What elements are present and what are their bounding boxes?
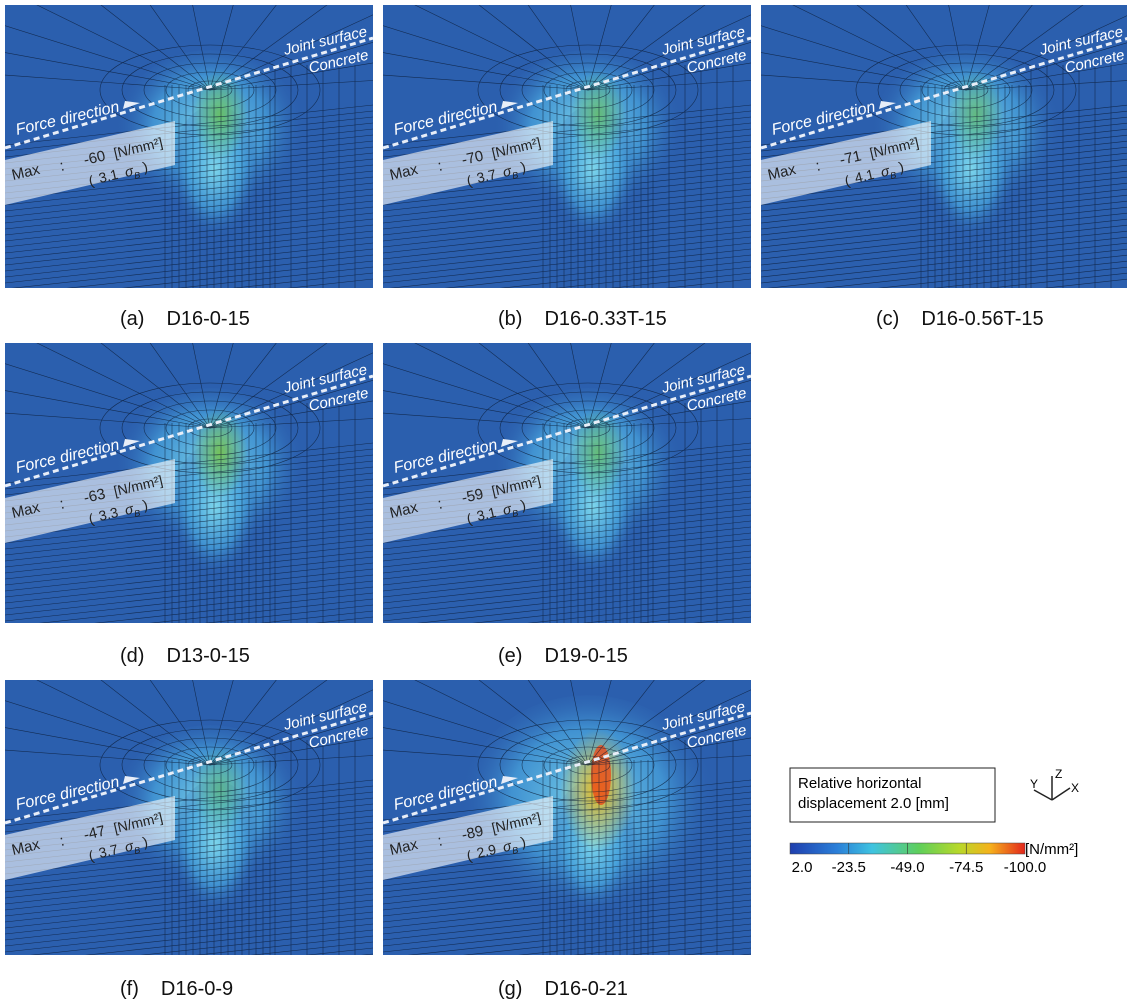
caption-name: D13-0-15 [166, 645, 249, 667]
caption-label: (c) [876, 308, 899, 330]
contour-panel: Joint surfaceConcreteForce directionMax:… [5, 343, 373, 623]
legend-text: displacement 2.0 [mm] [798, 795, 949, 812]
figure: Relative horizontal displacement 2.0 [mm… [0, 0, 1127, 1005]
caption-name: D16-0-15 [166, 308, 249, 330]
axis-label: Z [1055, 767, 1062, 781]
caption: (g) D16-0-21 [498, 978, 628, 1001]
axis-triad [1034, 776, 1070, 800]
caption: (a) D16-0-15 [120, 308, 250, 331]
contour-panel: Joint surfaceConcreteForce directionMax:… [383, 680, 751, 955]
caption-name: D16-0.33T-15 [544, 308, 666, 330]
caption: (f) D16-0-9 [120, 978, 233, 1001]
contour-panel: Joint surfaceConcreteForce directionMax:… [383, 343, 751, 623]
caption-name: D16-0-21 [544, 978, 627, 1000]
caption: (b) D16-0.33T-15 [498, 308, 667, 331]
caption-name: D19-0-15 [544, 645, 627, 667]
caption: (d) D13-0-15 [120, 645, 250, 668]
caption-label: (f) [120, 978, 139, 1000]
caption-label: (d) [120, 645, 144, 667]
colorbar-tick-label: -23.5 [832, 859, 866, 876]
caption-label: (g) [498, 978, 522, 1000]
caption-label: (e) [498, 645, 522, 667]
caption-name: D16-0.56T-15 [921, 308, 1043, 330]
colorbar-tick-label: -49.0 [890, 859, 924, 876]
caption: (c) D16-0.56T-15 [876, 308, 1044, 331]
stress-hotspot [591, 745, 611, 805]
axis-label: X [1071, 781, 1079, 795]
caption-label: (b) [498, 308, 522, 330]
colorbar-tick-label: -100.0 [1004, 859, 1047, 876]
contour-panel: Joint surfaceConcreteForce directionMax:… [761, 5, 1127, 288]
caption-label: (a) [120, 308, 144, 330]
caption: (e) D19-0-15 [498, 645, 628, 668]
colorbar-tick-label: 2.0 [792, 859, 813, 876]
legend-text: Relative horizontal [798, 775, 921, 792]
contour-panel: Joint surfaceConcreteForce directionMax:… [5, 5, 373, 288]
caption-name: D16-0-9 [161, 978, 233, 1000]
colorbar-tick-label: -74.5 [949, 859, 983, 876]
colorbar-unit: [N/mm²] [1025, 841, 1078, 858]
axis-label: Y [1030, 777, 1038, 791]
